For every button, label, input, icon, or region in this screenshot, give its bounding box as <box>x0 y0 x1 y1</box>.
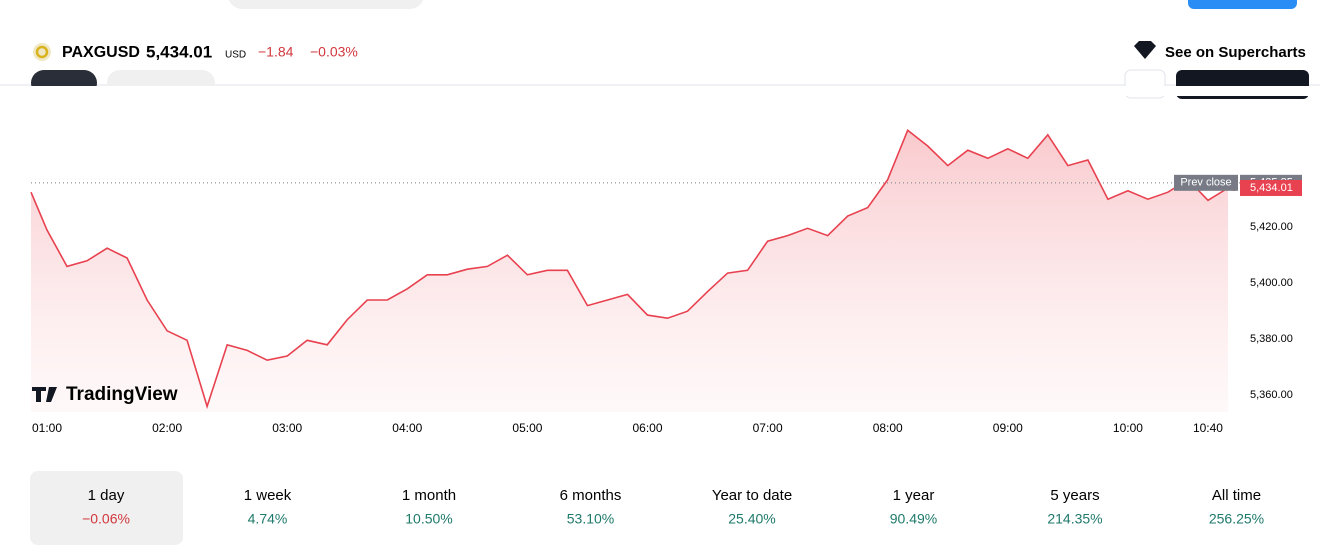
period-label: 1 month <box>402 487 456 504</box>
prev-close-tag <box>1174 174 1238 191</box>
period-label: 6 months <box>560 487 622 504</box>
x-tick-label: 07:00 <box>753 421 783 435</box>
symbol-icon <box>33 43 51 61</box>
x-tick-label: 04:00 <box>392 421 422 435</box>
symbol-icon-ring <box>35 45 49 59</box>
top-button[interactable] <box>1188 0 1297 9</box>
plot: 5,360.00 5,380.00 5,400.00 5,420.00 01:00 02:… <box>30 129 1302 435</box>
period-change: 53.10% <box>567 511 614 527</box>
y-tick-label: 5,400.00 <box>1250 277 1293 289</box>
last-price-label: 5,434.01 <box>1250 182 1293 194</box>
period-change: 90.49% <box>890 511 937 527</box>
period-label: 5 years <box>1050 487 1099 504</box>
period-label: 1 week <box>244 487 292 504</box>
y-tick-label: 5,360.00 <box>1250 389 1293 401</box>
search-pill[interactable] <box>228 0 424 9</box>
mask <box>0 86 1320 96</box>
symbol: PAXGUSD <box>62 44 140 61</box>
x-tick-label: 10:40 <box>1193 421 1223 435</box>
currency: USD <box>225 50 246 61</box>
x-tick-label: 05:00 <box>512 421 542 435</box>
price-line <box>30 129 1229 410</box>
period-selected[interactable] <box>30 471 183 545</box>
logo-icon <box>32 387 57 402</box>
period-change: 214.35% <box>1047 511 1102 527</box>
prev-close-label: Prev close <box>1180 177 1231 189</box>
x-tick-label: 09:00 <box>993 421 1023 435</box>
x-tick-label: 06:00 <box>632 421 662 435</box>
period-change: −0.06% <box>82 511 130 527</box>
x-tick-label: 01:00 <box>32 421 62 435</box>
x-tick-label: 08:00 <box>873 421 903 435</box>
period-label: All time <box>1212 487 1261 504</box>
area-fill <box>31 130 1228 413</box>
price: 5,434.01 <box>146 42 212 61</box>
y-tick-label: 5,380.00 <box>1250 333 1293 345</box>
period-change: 10.50% <box>405 511 452 527</box>
period-label: 1 year <box>893 487 935 504</box>
supercharts-link[interactable]: See on Supercharts <box>1165 44 1306 61</box>
periods: 1 day −0.06% 1 week 4.74% 1 month 10.50% 6 mon… <box>82 487 1264 527</box>
period-change: 256.25% <box>1209 511 1264 527</box>
period-change: 25.40% <box>728 511 775 527</box>
change-pct: −0.03% <box>310 44 358 60</box>
x-tick-label: 10:00 <box>1113 421 1143 435</box>
x-tick-label: 03:00 <box>272 421 302 435</box>
period-label: 1 day <box>88 487 125 504</box>
last-price-tag <box>1240 179 1302 196</box>
y-tick-label: 5,420.00 <box>1250 221 1293 233</box>
change: −1.84 <box>258 44 294 60</box>
x-tick-label: 02:00 <box>152 421 182 435</box>
period-label: Year to date <box>712 487 792 504</box>
supercharts-icon[interactable] <box>1134 41 1156 59</box>
period-change: 4.74% <box>248 511 288 527</box>
logo: TradingView <box>66 384 178 405</box>
